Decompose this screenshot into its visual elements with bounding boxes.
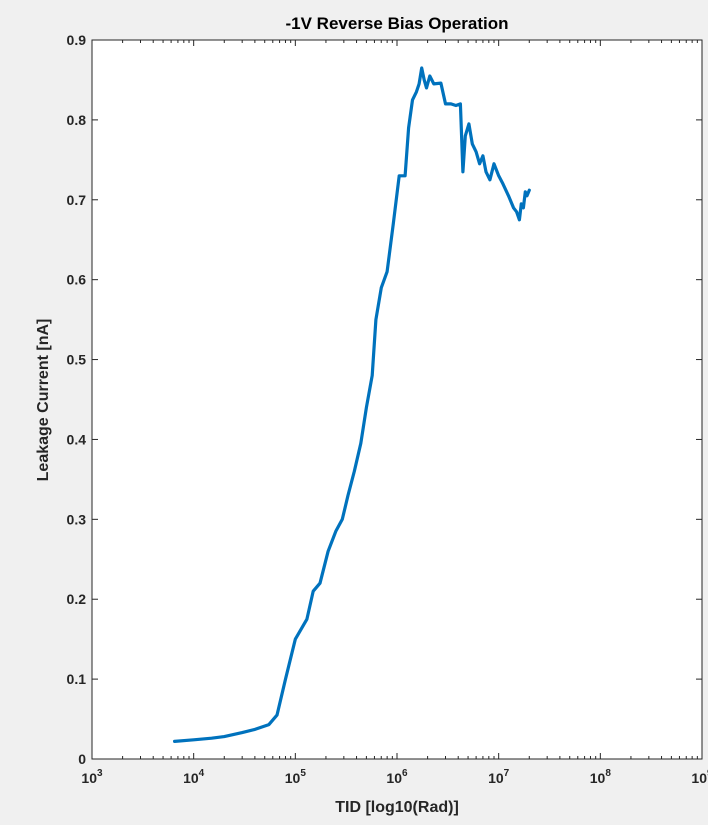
y-tick-label: 0.3 [67, 511, 87, 527]
x-tick-label: 108 [590, 768, 612, 786]
y-tick-label: 0 [78, 751, 86, 767]
y-tick-label: 0.2 [67, 591, 87, 607]
leakage-current-line [173, 66, 531, 743]
y-tick-label: 0.6 [67, 272, 87, 288]
y-axis-label: Leakage Current [nA] [35, 319, 52, 482]
x-tick-label: 105 [285, 768, 307, 786]
y-tick-labels: 0 0.1 0.2 0.3 0.4 0.5 0.6 0.7 0.8 0.9 [67, 32, 87, 767]
y-tick-label: 0.8 [67, 112, 87, 128]
x-tick-label: 107 [488, 768, 510, 786]
axis-ticks [91, 39, 703, 760]
x-tick-label: 103 [81, 768, 103, 786]
x-tick-labels: 103 104 105 106 107 108 109 [81, 768, 708, 786]
x-axis-label: TID [log10(Rad)] [335, 799, 459, 816]
y-tick-label: 0.9 [67, 32, 87, 48]
y-tick-label: 0.4 [67, 431, 87, 447]
plot-area [91, 39, 703, 760]
y-tick-label: 0.5 [67, 352, 87, 368]
chart-title: -1V Reverse Bias Operation [286, 14, 509, 33]
y-tick-label: 0.1 [67, 671, 87, 687]
x-tick-label: 109 [691, 768, 708, 786]
y-tick-label: 0.7 [67, 192, 87, 208]
x-tick-label: 106 [386, 768, 408, 786]
x-tick-label: 104 [183, 768, 205, 786]
